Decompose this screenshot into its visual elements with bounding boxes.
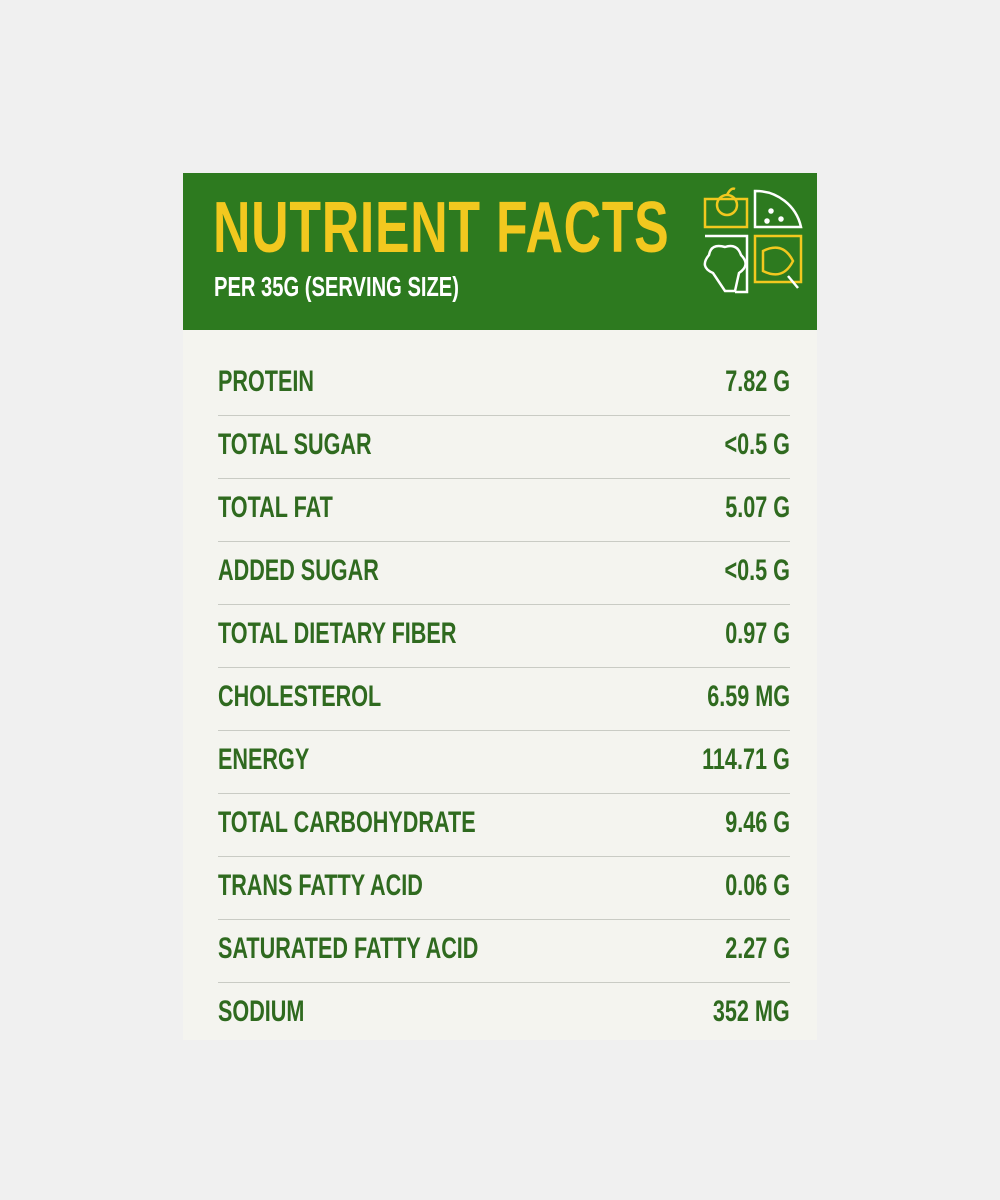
nutrient-name: TOTAL FAT — [218, 491, 333, 524]
nutrient-value: <0.5 G — [724, 428, 790, 461]
nutrient-row: SATURATED FATTY ACID 2.27 G — [183, 920, 817, 983]
row-divider — [218, 729, 790, 731]
row-divider — [218, 477, 790, 479]
nutrient-row: PROTEIN 7.82 G — [183, 353, 817, 416]
nutrient-value: 352 MG — [713, 995, 790, 1028]
row-divider — [218, 918, 790, 920]
subtitle: PER 35G (SERVING SIZE) — [214, 271, 459, 302]
row-divider — [218, 414, 790, 416]
nutrient-value: 0.97 G — [725, 617, 790, 650]
row-divider — [218, 603, 790, 605]
nutrient-row: SODIUM 352 MG — [183, 983, 817, 1046]
nutrient-name: SODIUM — [218, 995, 305, 1028]
row-divider — [218, 855, 790, 857]
nutrient-name: SATURATED FATTY ACID — [218, 932, 479, 965]
nutrient-value: 7.82 G — [725, 365, 790, 398]
row-divider — [218, 540, 790, 542]
nutrient-row: TOTAL FAT 5.07 G — [183, 479, 817, 542]
nutrient-value: 0.06 G — [725, 869, 790, 902]
nutrient-row: ADDED SUGAR <0.5 G — [183, 542, 817, 605]
title: NUTRIENT FACTS — [213, 188, 670, 268]
nutrient-value: 5.07 G — [725, 491, 790, 524]
nutrient-row: CHOLESTEROL 6.59 MG — [183, 668, 817, 731]
nutrient-name: ENERGY — [218, 743, 310, 776]
nutrient-row: TRANS FATTY ACID 0.06 G — [183, 857, 817, 920]
nutrient-row: TOTAL DIETARY FIBER 0.97 G — [183, 605, 817, 668]
nutrient-name: TOTAL SUGAR — [218, 428, 372, 461]
header: NUTRIENT FACTS PER 35G (SERVING SIZE) — [183, 173, 817, 330]
nutrient-name: PROTEIN — [218, 365, 315, 398]
nutrient-name: TRANS FATTY ACID — [218, 869, 423, 902]
nutrition-card: NUTRIENT FACTS PER 35G (SERVING SIZE) PR… — [183, 173, 817, 1040]
nutrient-value: <0.5 G — [724, 554, 790, 587]
nutrient-value: 114.71 G — [702, 743, 790, 776]
row-divider — [218, 792, 790, 794]
nutrient-value: 2.27 G — [725, 932, 790, 965]
nutrient-name: ADDED SUGAR — [218, 554, 379, 587]
row-divider — [218, 666, 790, 668]
food-icon — [703, 187, 803, 294]
nutrient-value: 9.46 G — [725, 806, 790, 839]
nutrient-table: PROTEIN 7.82 G TOTAL SUGAR <0.5 G TOTAL FAT 5… — [183, 353, 817, 1046]
nutrient-row: TOTAL SUGAR <0.5 G — [183, 416, 817, 479]
nutrient-name: TOTAL DIETARY FIBER — [218, 617, 457, 650]
nutrient-name: TOTAL CARBOHYDRATE — [218, 806, 476, 839]
row-divider — [218, 981, 790, 983]
nutrient-value: 6.59 MG — [707, 680, 790, 713]
nutrient-row: ENERGY 114.71 G — [183, 731, 817, 794]
nutrient-name: CHOLESTEROL — [218, 680, 382, 713]
nutrient-row: TOTAL CARBOHYDRATE 9.46 G — [183, 794, 817, 857]
